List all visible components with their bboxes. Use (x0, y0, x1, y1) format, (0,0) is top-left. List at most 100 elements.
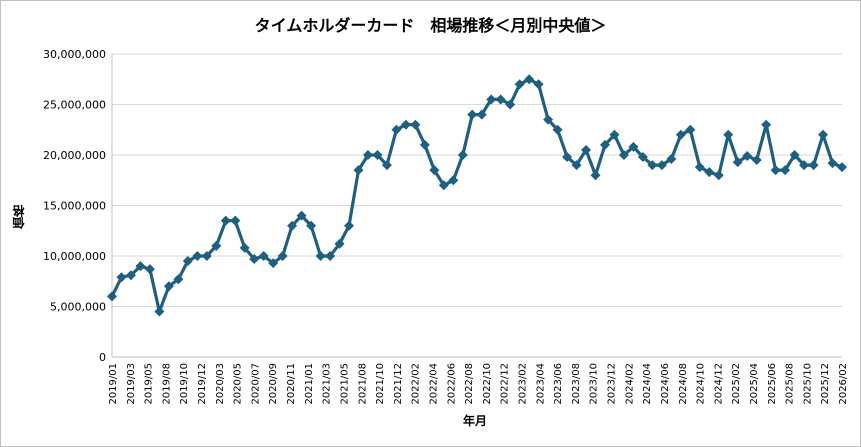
data-point (827, 158, 838, 169)
y-tick-label: 25,000,000 (43, 99, 106, 112)
y-tick-label: 5,000,000 (50, 301, 106, 314)
data-point (419, 139, 430, 150)
data-point (334, 238, 345, 249)
data-point (410, 119, 421, 130)
data-point (353, 165, 364, 176)
data-point (808, 160, 819, 171)
data-point (476, 109, 487, 120)
x-tick-label: 2025/04 (749, 363, 760, 405)
axes (111, 54, 842, 358)
x-tick-label: 2022/04 (428, 363, 439, 405)
data-point (723, 129, 734, 140)
data-point (107, 291, 117, 302)
data-point (438, 180, 449, 191)
x-tick-label: 2025/12 (820, 363, 831, 405)
data-point (163, 281, 174, 292)
data-point (732, 157, 743, 168)
series-line (110, 77, 844, 314)
data-point (562, 152, 573, 163)
data-point (799, 160, 810, 171)
data-point (694, 162, 705, 173)
x-tick-label: 2020/07 (250, 363, 261, 405)
data-point (486, 94, 497, 105)
data-point (495, 94, 506, 105)
x-tick-label: 2023/06 (553, 363, 564, 405)
x-tick-label: 2019/12 (197, 363, 208, 405)
x-tick-label: 2019/08 (161, 363, 172, 405)
data-point (656, 160, 667, 171)
x-tick-label: 2022/10 (482, 363, 493, 405)
y-tick-labels: 0 5,000,000 10,000,000 15,000,000 20,000,000… (43, 48, 106, 364)
y-tick-label: 30,000,000 (43, 48, 106, 61)
x-tick-labels: 2019/01 2019/03 2019/05 2019/08 2019/10 2019/… (108, 363, 849, 405)
data-point (268, 258, 279, 269)
x-tick-label: 2024/10 (696, 363, 707, 405)
data-point (685, 124, 696, 135)
x-tick-label: 2025/08 (785, 363, 796, 405)
data-point (182, 256, 193, 267)
x-tick-label: 2024/08 (678, 363, 689, 405)
gridlines (112, 53, 842, 307)
x-tick-label: 2023/04 (535, 363, 546, 405)
data-point (647, 160, 658, 171)
x-tick-label: 2022/08 (464, 363, 475, 405)
data-point (220, 215, 231, 226)
data-point (837, 162, 847, 173)
data-point (315, 251, 326, 261)
data-point (201, 251, 212, 261)
data-point (173, 274, 184, 285)
x-tick-label: 2023/02 (518, 363, 529, 405)
data-point (400, 119, 411, 130)
x-axis-title: 年月 (462, 414, 487, 428)
data-point (524, 74, 535, 85)
x-tick-label: 2020/03 (215, 363, 226, 405)
x-tick-label: 2025/06 (767, 363, 778, 405)
x-tick-label: 2020/09 (268, 363, 279, 405)
data-point (761, 119, 772, 130)
x-tick-label: 2021/01 (304, 363, 315, 405)
x-tick-label: 2023/08 (571, 363, 582, 405)
x-tick-label: 2021/12 (393, 363, 404, 405)
x-tick-label: 2024/02 (624, 363, 635, 405)
data-point (780, 165, 791, 176)
data-point (666, 154, 677, 165)
data-point (543, 114, 554, 125)
data-point (675, 129, 686, 140)
data-point (618, 150, 629, 160)
data-point (448, 175, 459, 186)
data-point (211, 240, 222, 251)
data-point (277, 251, 288, 261)
data-point (258, 251, 269, 261)
chart-title: タイムホルダーカード 相場推移＜月別中央値＞ (254, 16, 607, 35)
data-point (505, 99, 516, 110)
data-point (306, 220, 317, 231)
y-tick-label: 15,000,000 (43, 200, 106, 213)
x-tick-label: 2019/01 (108, 363, 119, 405)
data-point (751, 155, 762, 166)
data-point (381, 160, 392, 171)
x-tick-label: 2022/02 (411, 363, 422, 405)
data-point (704, 167, 715, 178)
data-point (429, 165, 440, 176)
data-point (770, 165, 781, 176)
x-tick-label: 2019/05 (144, 363, 155, 405)
data-point (296, 210, 307, 221)
data-point (391, 124, 402, 135)
data-point (230, 215, 241, 226)
x-tick-label: 2020/11 (286, 363, 297, 405)
data-point (325, 251, 336, 261)
data-point (249, 254, 260, 265)
x-tick-label: 2020/05 (233, 363, 244, 405)
data-point (628, 141, 639, 152)
x-tick-label: 2024/12 (713, 363, 724, 405)
data-point (144, 264, 155, 275)
x-tick-label: 2019/03 (126, 363, 137, 405)
data-point (742, 151, 753, 162)
data-point (116, 272, 127, 283)
data-point (135, 261, 146, 272)
data-point (467, 109, 478, 120)
y-tick-label: 20,000,000 (43, 149, 106, 162)
data-point (571, 160, 582, 171)
data-point (552, 124, 563, 135)
